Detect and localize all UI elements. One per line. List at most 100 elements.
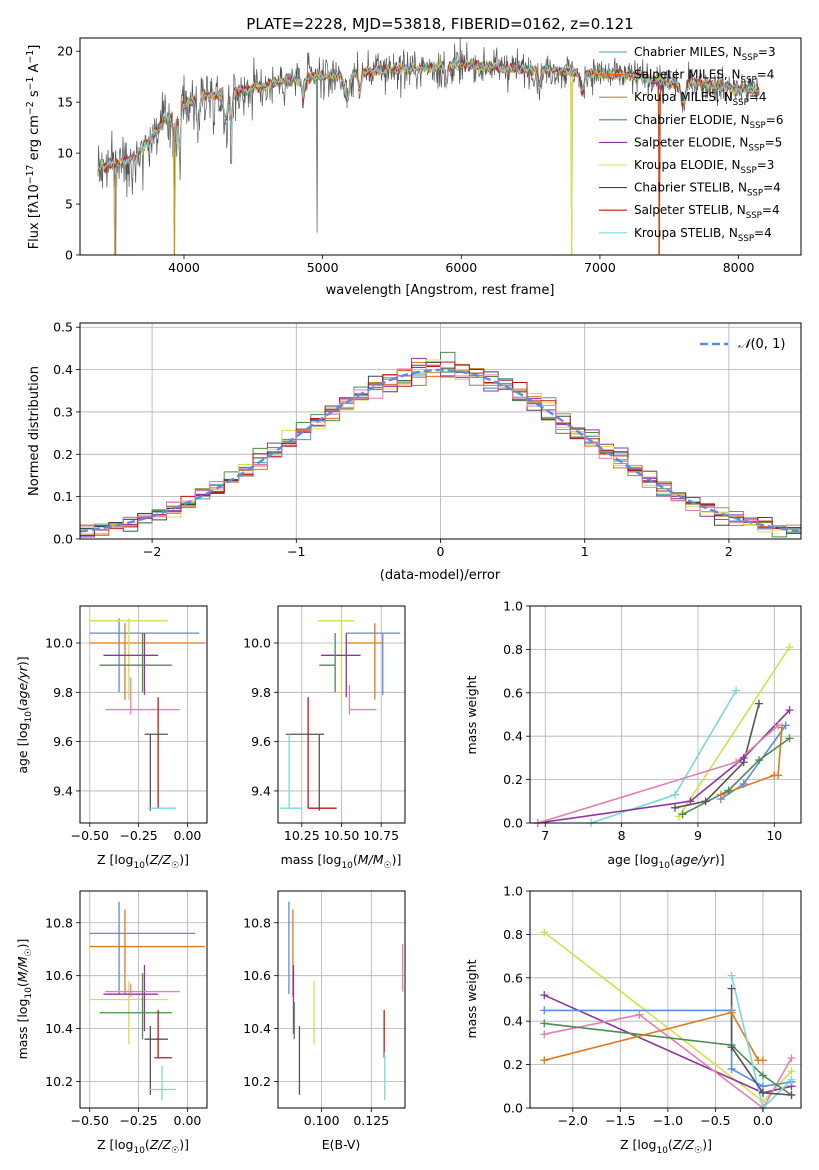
- axes-frame: [277, 890, 406, 1109]
- y-axis-label: Flux [fλ10−17 erg cm−2 s−1 A−1]: [25, 45, 42, 250]
- weight-marker: [540, 1030, 549, 1039]
- x-tick-label: 8: [618, 828, 626, 843]
- label-part: −1: [25, 50, 36, 64]
- y-axis-label: mass weight: [464, 959, 479, 1038]
- label-part: SSP: [750, 121, 766, 131]
- y-tick-label: 0.4: [503, 1014, 523, 1029]
- label-part: =6: [766, 113, 784, 127]
- weight-marker: [755, 699, 764, 708]
- x-tick-label: −0.25: [119, 828, 157, 843]
- x-tick-label: 0.00: [174, 1113, 202, 1128]
- label-part: =3: [757, 158, 775, 172]
- y-tick-label: 10.8: [243, 915, 271, 930]
- weight-marker: [758, 1088, 767, 1097]
- x-tick-label: −1.5: [605, 1113, 635, 1128]
- x-tick-label: 0.100: [304, 1113, 340, 1128]
- x-tick-label: −2.0: [558, 1113, 588, 1128]
- label-part: Salpeter ELODIE, N: [634, 135, 748, 149]
- plot-area: [288, 901, 404, 1101]
- weight-line: [537, 709, 791, 823]
- y-axis-label: age [log10(age/yr)]: [15, 656, 34, 773]
- label-part: age/yr: [675, 852, 716, 867]
- axes-frame: [529, 890, 802, 1109]
- weight-marker: [758, 1056, 767, 1065]
- x-tick-label: 2: [725, 544, 733, 559]
- legend-entry: Salpeter MILES, NSSP=4: [634, 68, 774, 86]
- x-tick-label: 7: [541, 828, 549, 843]
- weight-marker: [540, 991, 549, 1000]
- y-tick-label: 10.0: [243, 635, 271, 650]
- plot-area: [89, 901, 206, 1101]
- y-tick-label: 0.2: [53, 447, 73, 462]
- label-part: Z/Z: [149, 852, 172, 867]
- weight-marker: [758, 1071, 767, 1080]
- label-part: (: [145, 1137, 150, 1152]
- y-tick-label: 0.0: [53, 532, 73, 547]
- weight-marker: [671, 790, 680, 799]
- label-part: Kroupa ELODIE, N: [634, 158, 741, 172]
- label-part: =4: [763, 181, 781, 195]
- label-part: age [log: [15, 722, 30, 773]
- label-part: (: [145, 852, 150, 867]
- weight-marker: [716, 790, 725, 799]
- weight-marker: [540, 1056, 549, 1065]
- label-part: λ: [27, 200, 42, 208]
- y-tick-label: 0: [65, 248, 73, 263]
- y-tick-label: 9.6: [53, 734, 73, 749]
- weight-marker: [724, 786, 733, 795]
- y-tick-label: 10.2: [45, 1074, 73, 1089]
- label-part: 10: [24, 711, 34, 723]
- plot-area: [279, 620, 401, 811]
- x-tick-label: −1: [287, 544, 305, 559]
- age-mass-panel: 10.25 10.50 10.75 9.4 9.6 9.8 10.0: [243, 605, 406, 843]
- label-part: =4: [757, 68, 775, 82]
- x-tick-label: 10.50: [324, 828, 360, 843]
- y-tick-label: 10.2: [243, 1074, 271, 1089]
- label-part: (0, 1): [750, 337, 785, 352]
- weight-line: [730, 975, 793, 1108]
- weight-z-panel: −2.0 −1.5 −1.0 −0.5 0.0 0.0 0.2 0.4 0.6 0.8 1.0: [503, 884, 802, 1128]
- weight-marker: [727, 984, 736, 993]
- weight-marker: [671, 803, 680, 812]
- label-part: A: [27, 63, 42, 76]
- label-part: (: [670, 852, 675, 867]
- x-axis-label: Z [log10(Z/Z☉)]: [97, 1137, 189, 1156]
- x-axis-label: Z [log10(Z/Z☉)]: [620, 1137, 712, 1156]
- label-part: Z [log: [620, 1137, 656, 1152]
- weight-line: [537, 724, 779, 823]
- weight-marker: [727, 971, 736, 980]
- label-part: (: [668, 1137, 673, 1152]
- x-tick-label: 0.125: [353, 1113, 389, 1128]
- legend-entry: Chabrier ELODIE, NSSP=6: [634, 113, 783, 131]
- label-part: M/M: [358, 852, 384, 867]
- label-part: =4: [762, 203, 780, 217]
- label-part: age/yr: [15, 665, 30, 706]
- label-part: Chabrier ELODIE, N: [634, 113, 750, 127]
- label-part: −17: [25, 164, 36, 184]
- weight-marker: [739, 753, 748, 762]
- weight-marker: [774, 771, 783, 780]
- y-tick-label: 10.6: [243, 968, 271, 983]
- age-z-panel: −0.50 −0.25 0.00 9.4 9.6 9.8 10.0: [45, 605, 208, 843]
- x-tick-label: 0: [437, 544, 445, 559]
- weight-marker: [540, 928, 549, 937]
- label-part: −1: [25, 77, 36, 91]
- weight-marker: [727, 1008, 736, 1017]
- plot-area: [97, 38, 760, 255]
- label-part: SSP: [741, 76, 757, 86]
- x-axis-label: (data-model)/error: [380, 568, 501, 583]
- weight-marker: [701, 797, 710, 806]
- y-tick-label: 0.2: [503, 772, 523, 787]
- y-tick-label: 10.4: [45, 1021, 73, 1036]
- y-tick-label: 0.8: [503, 642, 523, 657]
- x-tick-label: 9: [694, 828, 702, 843]
- label-part: age [log: [607, 852, 658, 867]
- label-part: Z/Z: [149, 1137, 172, 1152]
- x-tick-label: 10.25: [284, 828, 320, 843]
- weight-marker: [739, 779, 748, 788]
- y-tick-label: 9.4: [251, 783, 271, 798]
- x-tick-label: 1: [581, 544, 589, 559]
- weight-marker: [777, 723, 786, 732]
- label-part: mass [log: [281, 852, 342, 867]
